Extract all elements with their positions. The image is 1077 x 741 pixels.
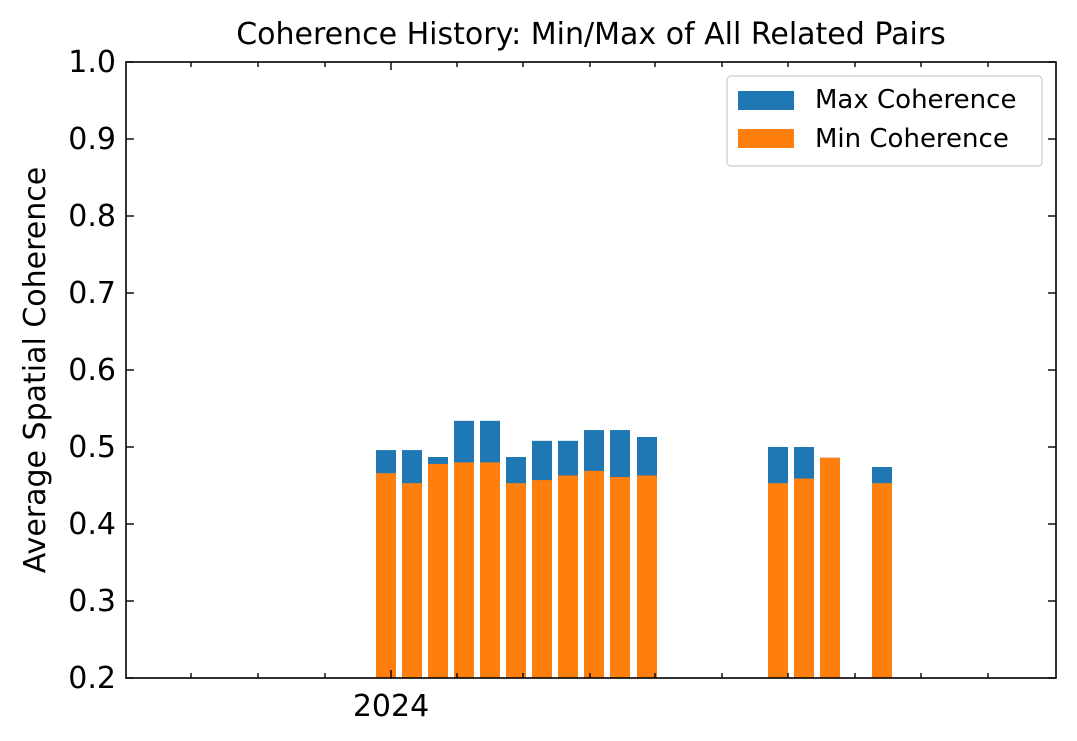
legend-label-min: Min Coherence xyxy=(815,124,1009,154)
min-coherence-bar xyxy=(768,483,788,678)
y-tick-label: 0.9 xyxy=(68,122,116,157)
x-tick-label: 2024 xyxy=(353,689,429,724)
min-coherence-bar xyxy=(454,462,474,678)
y-axis-label: Average Spatial Coherence xyxy=(18,167,53,573)
min-coherence-bar xyxy=(584,470,604,678)
min-coherence-bar xyxy=(428,463,448,678)
min-coherence-bar xyxy=(480,462,500,678)
legend-swatch-min xyxy=(738,129,794,148)
bars-group xyxy=(376,420,892,678)
y-tick-label: 0.4 xyxy=(68,507,116,542)
legend-swatch-max xyxy=(738,91,794,110)
axes-group: 0.2 0.3 0.4 0.5 0.6 0.7 0.8 0.9 1.0 2024 xyxy=(68,45,1056,724)
legend-label-max: Max Coherence xyxy=(815,85,1016,115)
min-coherence-bar xyxy=(402,483,422,678)
min-coherence-bar xyxy=(872,483,892,678)
min-coherence-bar xyxy=(376,473,396,678)
y-tick-label: 0.3 xyxy=(68,584,116,619)
y-tick-label: 1.0 xyxy=(68,45,116,80)
min-coherence-bar xyxy=(610,477,630,678)
min-coherence-bar xyxy=(820,457,840,678)
min-coherence-bar xyxy=(506,483,526,678)
min-coherence-bar xyxy=(558,475,578,678)
y-tick-label: 0.8 xyxy=(68,199,116,234)
legend: Max Coherence Min Coherence xyxy=(726,75,1043,167)
min-coherence-bar xyxy=(794,478,814,678)
y-tick-label: 0.2 xyxy=(68,661,116,696)
legend-box xyxy=(726,75,1043,167)
min-coherence-bar xyxy=(532,480,552,678)
min-coherence-bar xyxy=(637,475,657,678)
y-tick-label: 0.7 xyxy=(68,276,116,311)
chart-title: Coherence History: Min/Max of All Relate… xyxy=(236,17,946,52)
y-tick-label: 0.5 xyxy=(68,430,116,465)
y-tick-label: 0.6 xyxy=(68,353,116,388)
plot-frame xyxy=(125,61,1057,679)
